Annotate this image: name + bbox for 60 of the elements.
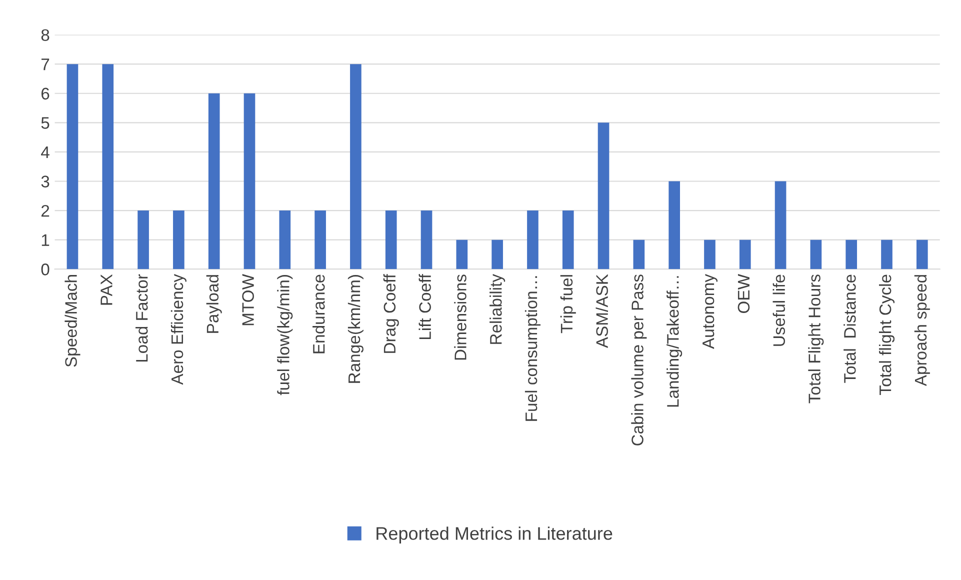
x-tick-label: Aproach speed <box>914 275 930 386</box>
bar <box>208 93 220 270</box>
y-tick-label: 7 <box>42 58 50 70</box>
x-tick-label: Total Distance <box>844 274 856 383</box>
bar <box>420 210 432 270</box>
bar <box>385 210 397 270</box>
x-tick-label: Speed/Mach <box>64 275 80 367</box>
x-tick-label: Load Factor <box>136 274 148 362</box>
x-tick-label: Useful life <box>772 274 786 346</box>
bar <box>138 210 149 270</box>
y-tick-label: 8 <box>41 29 50 42</box>
bar <box>492 240 503 270</box>
x-tick-label: Endurance <box>312 274 325 354</box>
x-tick-label: Landing/Takeoff… <box>666 276 682 407</box>
y-tick-label: 3 <box>41 176 50 188</box>
x-tick-label: Fuel consumption… <box>524 276 540 421</box>
bar <box>598 122 610 270</box>
x-tick-label: Cabin volume per Pass <box>631 274 647 446</box>
bar <box>846 240 858 270</box>
y-tick-label: 6 <box>41 88 50 100</box>
bar <box>916 240 928 270</box>
bar <box>279 210 291 270</box>
y-tick-label: 1 <box>42 234 50 246</box>
x-tick-label: Range(km/nm) <box>348 275 364 383</box>
x-tick-label: Trip fuel <box>560 275 576 334</box>
bar <box>739 240 751 270</box>
bar <box>102 64 114 270</box>
x-tick-label: OEW <box>738 274 750 314</box>
bar <box>774 181 786 270</box>
bar <box>810 240 822 270</box>
x-tick-label: ASM/ASK <box>596 274 608 348</box>
x-tick-label: Total Flight Hours <box>808 274 824 404</box>
x-tick-label: Total flight Cycle <box>878 274 895 395</box>
bar <box>633 240 645 270</box>
y-tick-label: 0 <box>41 264 50 276</box>
x-tick-label: Dimensions <box>454 274 466 360</box>
y-tick-label: 5 <box>41 117 50 129</box>
bar <box>881 240 892 270</box>
y-tick-label: 2 <box>41 204 50 217</box>
bar <box>314 210 326 270</box>
x-tick-label: Autonomy <box>702 274 718 349</box>
x-tick-label: Lift Coeff <box>418 274 431 340</box>
x-tick-label: PAX <box>100 274 112 305</box>
bar <box>244 93 256 270</box>
x-tick-label: Reliability <box>490 274 506 344</box>
bar <box>527 210 538 270</box>
x-tick-label: fuel flow(kg/min) <box>277 275 293 396</box>
x-tick-label: Aero Efficiency <box>170 274 186 385</box>
legend-label: Reported Metrics in Literature <box>376 526 612 544</box>
bar <box>562 210 574 270</box>
bar <box>456 240 468 270</box>
x-tick-label: MTOW <box>242 274 254 326</box>
bar <box>173 210 184 270</box>
bar <box>704 240 716 270</box>
bar <box>66 64 78 270</box>
bar <box>350 64 362 270</box>
x-tick-label: Payload <box>206 275 222 333</box>
x-tick-label: Drag Coeff <box>383 274 399 353</box>
bar <box>668 181 680 270</box>
y-tick-label: 4 <box>41 146 50 158</box>
